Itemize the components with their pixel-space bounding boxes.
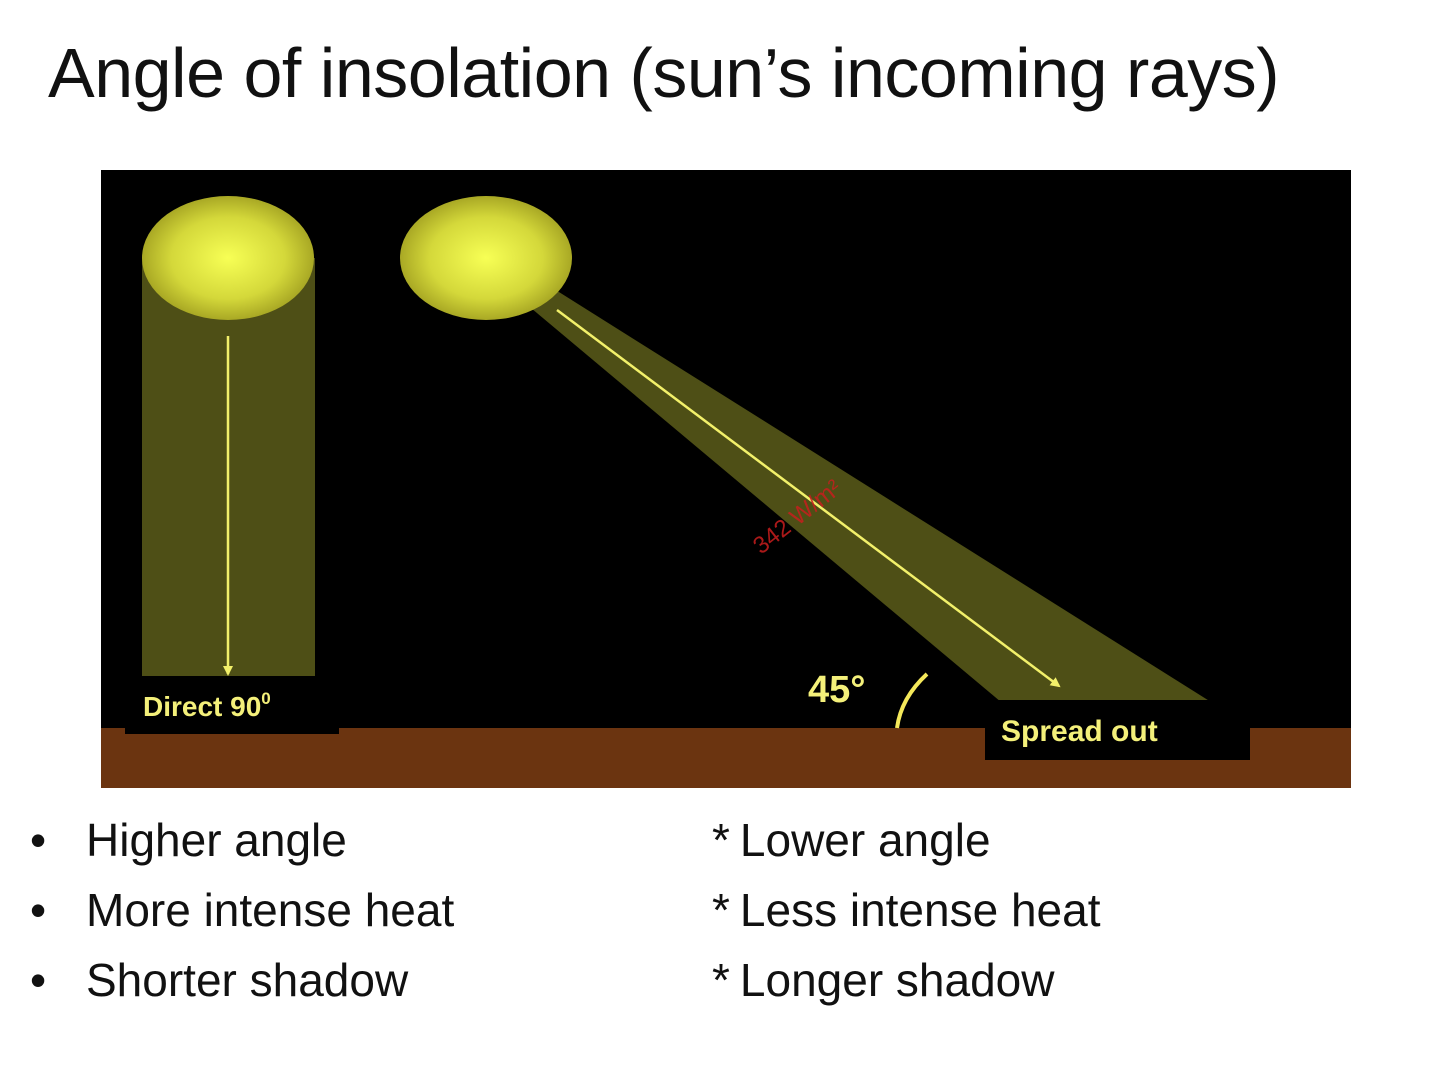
list-item: • Higher angle — [28, 805, 454, 875]
bullet-marker: • — [30, 884, 47, 936]
asterisk-marker: * — [712, 954, 730, 1006]
slanted-sun — [400, 196, 572, 320]
lower-angle-list: * Lower angle * Less intense heat * Longer … — [712, 805, 1101, 1015]
list-item-text: Shorter shadow — [86, 954, 409, 1006]
direct-label: Direct 900 — [143, 689, 271, 722]
bullet-marker: • — [30, 814, 47, 866]
angle-arc — [895, 672, 929, 729]
list-item: * Lower angle — [712, 805, 1101, 875]
asterisk-marker: * — [712, 814, 730, 866]
slide-title: Angle of insolation (sun’s incoming rays… — [48, 34, 1280, 112]
spread-label: Spread out — [1001, 715, 1158, 748]
direct-sun — [142, 196, 314, 320]
list-item: * Less intense heat — [712, 875, 1101, 945]
list-item: * Longer shadow — [712, 945, 1101, 1015]
list-item-text: Higher angle — [86, 814, 347, 866]
slanted-ray-arrow — [556, 308, 1061, 688]
spread-label-box — [985, 700, 1250, 760]
asterisk-marker: * — [712, 884, 730, 936]
list-item-text: Lower angle — [739, 814, 991, 866]
list-item: • More intense heat — [28, 875, 454, 945]
angle-label: 45° — [808, 669, 865, 711]
direct-label-box — [125, 678, 339, 734]
list-item-text: Less intense heat — [739, 884, 1101, 936]
bullet-marker: • — [30, 954, 47, 1006]
list-item-text: More intense heat — [86, 884, 455, 936]
higher-angle-list: • Higher angle • More intense heat • Shorte… — [28, 805, 454, 1015]
list-item-text: Longer shadow — [739, 954, 1055, 1006]
insolation-diagram: Direct 900 342 W/m² 45° Spread out — [101, 170, 1351, 788]
slanted-beam — [426, 220, 1211, 702]
list-item: • Shorter shadow — [28, 945, 454, 1015]
